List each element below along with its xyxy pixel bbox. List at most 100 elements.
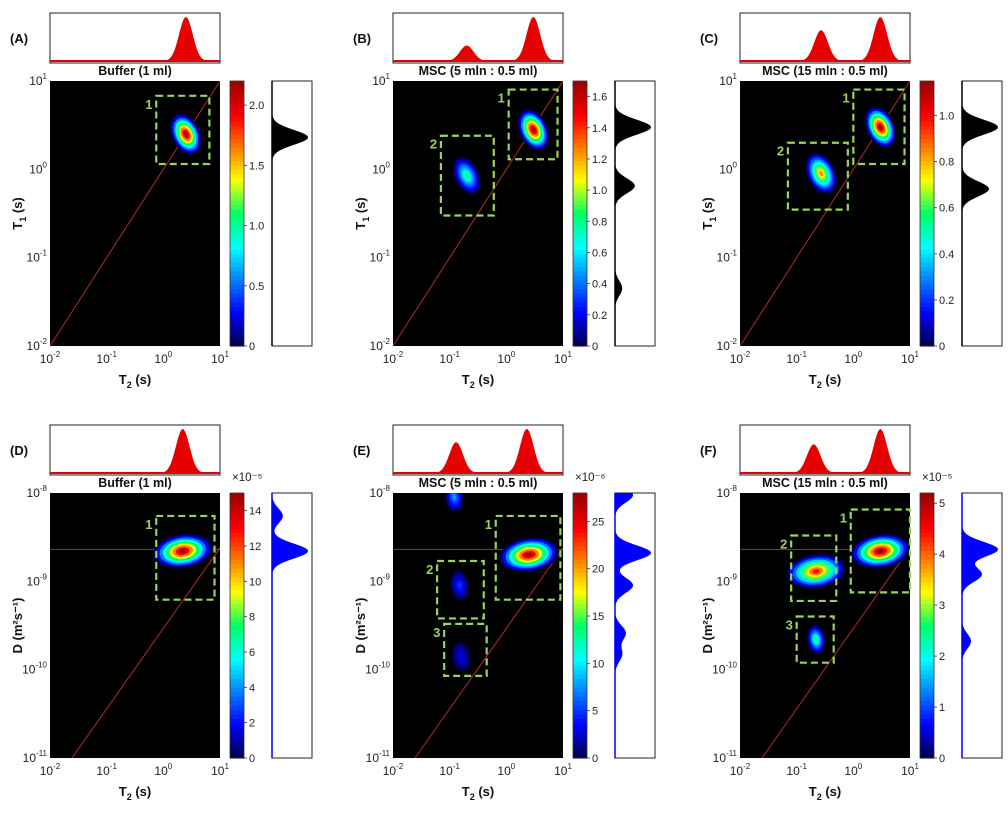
colorbar-segment [920,257,934,263]
colorbar-segment [230,727,244,733]
y-axis-label: D (m²s⁻¹) [700,598,715,654]
right-projection-curve [962,493,998,758]
top-projection [739,12,911,64]
colorbar-segment [920,98,934,104]
y-tick-label: 10-11 [366,749,391,765]
colorbar-frame [229,492,245,759]
colorbar-segment [920,138,934,144]
colorbar-segment [230,116,244,122]
colorbar-segment [920,164,934,170]
region-box-2 [439,134,495,217]
colorbar-segment [920,151,934,157]
colorbar-segment [573,532,587,538]
colorbar-segment [920,85,934,91]
region-box-2 [790,534,838,603]
colorbar-segment [230,554,244,560]
peak-contour [878,124,883,130]
colorbar-segment [920,270,934,276]
x-tick-label: 10-1 [96,762,117,778]
plot-content [740,81,910,346]
colorbar-segment [573,585,587,591]
colorbar-segment [230,563,244,569]
colorbar-segment [920,182,934,188]
colorbar-segment [573,731,587,737]
colorbar-segment [230,744,244,750]
colorbar-segment [920,315,934,321]
colorbar-segment [230,89,244,95]
colorbar-segment [230,244,244,250]
colorbar-segment [573,200,587,206]
colorbar-segment [920,528,934,534]
colorbar-segment [230,515,244,521]
colorbar-segment [920,94,934,100]
colorbar-tick-label: 0.2 [939,295,954,307]
y-tick-label: 10-8 [717,484,738,500]
x-tick-label: 100 [844,350,862,366]
colorbar-segment [573,266,587,272]
colorbar-segment [573,687,587,693]
colorbar-segment [230,493,244,499]
colorbar-segment [573,682,587,688]
colorbar-segment [920,532,934,538]
colorbar-segment [230,749,244,755]
colorbar-segment [573,293,587,299]
colorbar-segment [573,740,587,746]
plot-content [393,493,563,758]
colorbar-tick-label: 1.0 [592,185,607,197]
colorbar-segment [230,81,244,87]
colorbar-tick-label: 0.4 [939,249,954,261]
colorbar-segment [920,541,934,547]
x-tick-label: 10-2 [383,350,404,366]
colorbar-segment [230,753,244,759]
right-projection-frame [614,492,656,759]
colorbar-segment [920,107,934,113]
region-box-3 [795,615,835,664]
peak-1 [170,113,202,155]
colorbar-segment [920,169,934,175]
colorbar-segment [573,665,587,671]
colorbar-segment [573,160,587,166]
colorbar-segment [573,660,587,666]
colorbar-segment [573,616,587,622]
colorbar-segment [230,590,244,596]
panel-a: (A) Buffer (1 ml) 1 10-2 10-1 100 101 10-2 10-1 1… [10,12,313,390]
colorbar-tick-label: 0 [249,753,255,765]
colorbar-segment [230,572,244,578]
colorbar-segment [920,266,934,272]
colorbar-tick-label: 4 [939,549,945,561]
colorbar-segment [920,89,934,95]
peak-3 [452,641,471,672]
colorbar-segment [573,603,587,609]
colorbar-segment [573,696,587,702]
y-tick-label: 100 [29,160,47,176]
colorbar-multiplier: ×10⁻⁵ [232,472,263,484]
colorbar-segment [230,687,244,693]
peak-contour [179,549,187,554]
colorbar-segment [230,235,244,241]
y-tick-label: 10-8 [370,484,391,500]
colorbar-segment [573,528,587,534]
y-tick-label: 101 [372,72,390,88]
colorbar-segment [573,735,587,741]
colorbar-tick-label: 1 [939,702,945,714]
colorbar-segment [573,187,587,193]
colorbar-segment [230,310,244,316]
panel-label: (B) [353,31,371,46]
colorbar-segment [920,142,934,148]
y-axis-label: D (m²s⁻¹) [353,598,368,654]
region-box-1 [849,508,912,594]
colorbar-tick-label: 3 [939,600,945,612]
colorbar-tick-label: 0 [249,341,255,353]
colorbar-segment [230,187,244,193]
peak-3 [806,624,826,655]
colorbar-segment [230,142,244,148]
colorbar-segment [573,147,587,153]
x-axis-label: T2 (s) [119,784,151,802]
colorbar-segment [230,323,244,329]
colorbar-segment [573,125,587,131]
colorbar-segment [920,634,934,640]
colorbar-segment [920,231,934,237]
colorbar-segment [230,164,244,170]
region-box-1 [507,88,559,161]
colorbar-segment [230,160,244,166]
